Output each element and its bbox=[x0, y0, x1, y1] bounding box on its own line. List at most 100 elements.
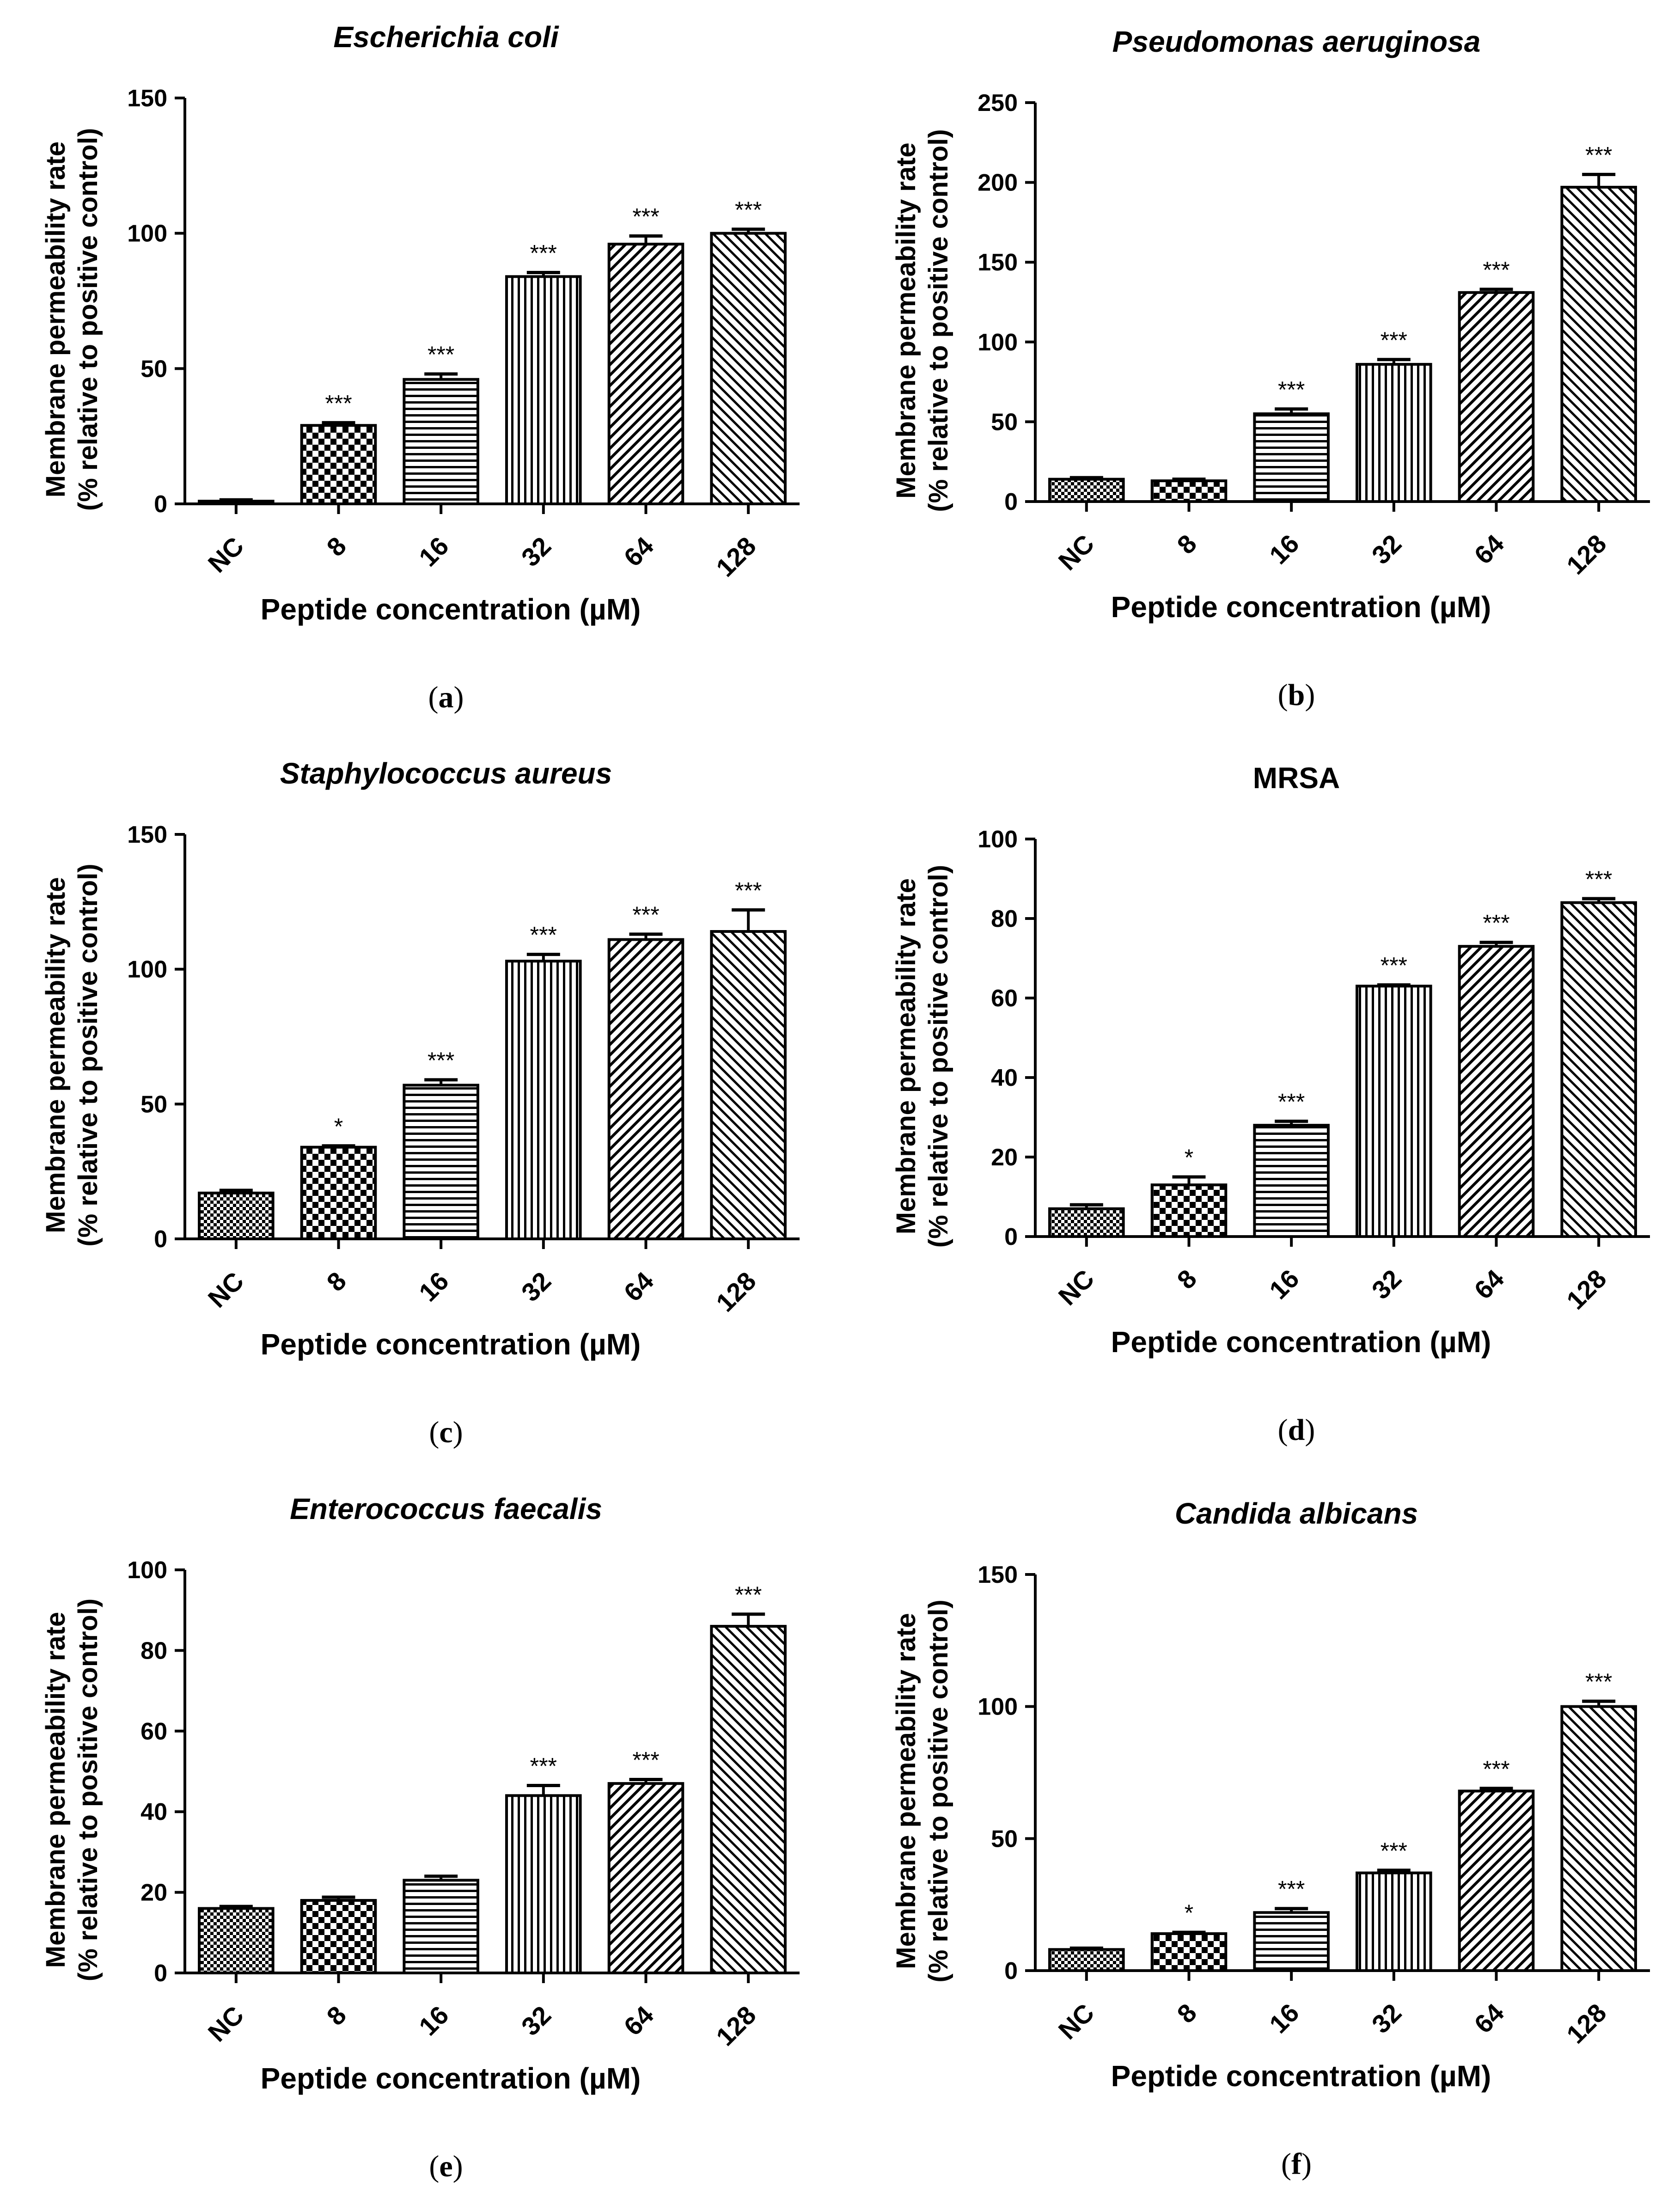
y-tick-label: 50 bbox=[991, 1825, 1018, 1852]
significance-label: *** bbox=[1381, 1838, 1407, 1864]
bar-NC bbox=[198, 1907, 275, 1974]
significance-label: * bbox=[1185, 1900, 1193, 1926]
chart-title: Staphylococcus aureus bbox=[280, 757, 612, 790]
x-category-label: 16 bbox=[413, 531, 454, 572]
chart-panel-d: MRSA 0 20 40 60 80 100 Membrane permeability ra… bbox=[891, 761, 1650, 1447]
significance-label: *** bbox=[632, 1747, 659, 1773]
y-tick-label: 40 bbox=[141, 1799, 167, 1825]
x-category-label: 128 bbox=[710, 1266, 762, 1317]
panel-label: (c) bbox=[429, 1415, 463, 1449]
x-category-label: 8 bbox=[1171, 529, 1202, 560]
bar-32 bbox=[505, 1794, 582, 1975]
y-tick-label: 0 bbox=[1004, 1224, 1018, 1250]
significance-label: *** bbox=[735, 1582, 762, 1608]
bar-32 bbox=[505, 275, 582, 505]
y-tick-label: 20 bbox=[141, 1880, 167, 1906]
bar-32 bbox=[1356, 363, 1432, 503]
panel-label: (a) bbox=[428, 680, 464, 714]
bar-16 bbox=[1253, 1124, 1330, 1238]
x-category-label: NC bbox=[1053, 529, 1100, 576]
y-tick-label: 100 bbox=[977, 329, 1018, 356]
significance-label: *** bbox=[1585, 142, 1612, 168]
panel-label: (d) bbox=[1278, 1413, 1315, 1447]
y-tick-label: 200 bbox=[977, 170, 1018, 196]
bar-128 bbox=[1560, 901, 1637, 1238]
bar-8 bbox=[1150, 1932, 1228, 1972]
x-category-label: 8 bbox=[321, 2000, 352, 2031]
x-category-label: NC bbox=[1053, 1998, 1100, 2045]
y-tick-label: 150 bbox=[977, 1562, 1018, 1588]
y-tick-label: 60 bbox=[141, 1718, 167, 1745]
chart-panel-f: Candida albicans 0 50 100 150 Membrane permea… bbox=[891, 1497, 1650, 2181]
significance-label: *** bbox=[735, 877, 762, 903]
x-category-label: 16 bbox=[1264, 1264, 1305, 1305]
y-tick-label: 100 bbox=[127, 220, 167, 247]
y-axis-label: Membrane permeability rate(% relative to… bbox=[891, 129, 953, 512]
x-category-label: 64 bbox=[618, 531, 659, 572]
x-axis-label: Peptide concentration (µM) bbox=[1111, 2059, 1491, 2093]
x-category-label: NC bbox=[202, 2000, 250, 2047]
x-category-label: 128 bbox=[1561, 1998, 1612, 2049]
significance-label: *** bbox=[1381, 953, 1407, 979]
panel-label: (b) bbox=[1278, 678, 1315, 712]
bar-8 bbox=[300, 1145, 377, 1241]
x-category-label: NC bbox=[202, 1266, 250, 1313]
significance-label: *** bbox=[1483, 1756, 1509, 1782]
x-category-label: 64 bbox=[618, 2000, 659, 2041]
chart-panel-c: Staphylococcus aureus 0 50 100 150 Membrane p… bbox=[41, 757, 800, 1449]
y-tick-label: 20 bbox=[991, 1144, 1018, 1171]
y-tick-label: 0 bbox=[1004, 489, 1018, 515]
y-axis-label: Membrane permeability rate(% relative to… bbox=[41, 128, 103, 511]
x-category-label: NC bbox=[1053, 1264, 1100, 1311]
bar-128 bbox=[710, 1625, 787, 1975]
bar-32 bbox=[505, 960, 582, 1241]
y-tick-label: 80 bbox=[141, 1637, 167, 1664]
y-tick-label: 50 bbox=[991, 409, 1018, 435]
x-category-label: 128 bbox=[710, 531, 762, 582]
y-tick-label: 150 bbox=[127, 821, 167, 848]
bar-32 bbox=[1356, 985, 1432, 1238]
y-axis-label: Membrane permeability rate(% relative to… bbox=[41, 1599, 103, 1981]
bar-64 bbox=[1458, 945, 1535, 1238]
chart-title: MRSA bbox=[1253, 761, 1340, 795]
y-tick-label: 150 bbox=[977, 249, 1018, 276]
y-tick-label: 40 bbox=[991, 1065, 1018, 1091]
significance-label: *** bbox=[530, 1753, 557, 1779]
bar-16 bbox=[1253, 412, 1330, 503]
chart-panel-a: Escherichia coli 0 50 100 150 Membrane permea… bbox=[41, 20, 800, 714]
bar-16 bbox=[403, 1879, 479, 1974]
bar-16 bbox=[403, 378, 479, 505]
x-category-label: 32 bbox=[1366, 1264, 1407, 1305]
significance-label: *** bbox=[1585, 866, 1612, 892]
bar-8 bbox=[300, 424, 377, 506]
y-axis-label: Membrane permeability rate(% relative to… bbox=[891, 1599, 953, 1982]
y-tick-label: 100 bbox=[977, 826, 1018, 853]
bar-NC bbox=[1048, 1948, 1125, 1972]
panel-label: (f) bbox=[1281, 2147, 1312, 2181]
x-category-label: 8 bbox=[321, 531, 352, 562]
bar-64 bbox=[607, 1782, 684, 1974]
bar-64 bbox=[1458, 291, 1535, 503]
y-tick-label: 0 bbox=[1004, 1958, 1018, 1984]
x-category-label: 32 bbox=[516, 531, 557, 572]
x-category-label: 16 bbox=[413, 1266, 454, 1307]
chart-title: Escherichia coli bbox=[333, 20, 559, 54]
y-tick-label: 100 bbox=[127, 956, 167, 983]
significance-label: *** bbox=[735, 197, 762, 223]
bar-NC bbox=[198, 500, 275, 505]
x-category-label: 64 bbox=[618, 1266, 659, 1307]
y-tick-label: 0 bbox=[154, 1226, 167, 1253]
bar-16 bbox=[1253, 1911, 1330, 1972]
significance-label: * bbox=[334, 1114, 343, 1139]
x-category-label: 16 bbox=[1264, 1998, 1305, 2039]
y-axis-label: Membrane permeability rate(% relative to… bbox=[891, 865, 953, 1248]
x-category-label: 16 bbox=[1264, 529, 1305, 570]
significance-label: *** bbox=[632, 204, 659, 230]
bar-32 bbox=[1356, 1871, 1432, 1972]
x-category-label: 128 bbox=[710, 2000, 762, 2052]
bar-64 bbox=[1458, 1789, 1535, 1972]
bar-NC bbox=[1048, 478, 1125, 503]
x-category-label: 64 bbox=[1468, 529, 1509, 570]
x-category-label: 128 bbox=[1561, 529, 1612, 580]
